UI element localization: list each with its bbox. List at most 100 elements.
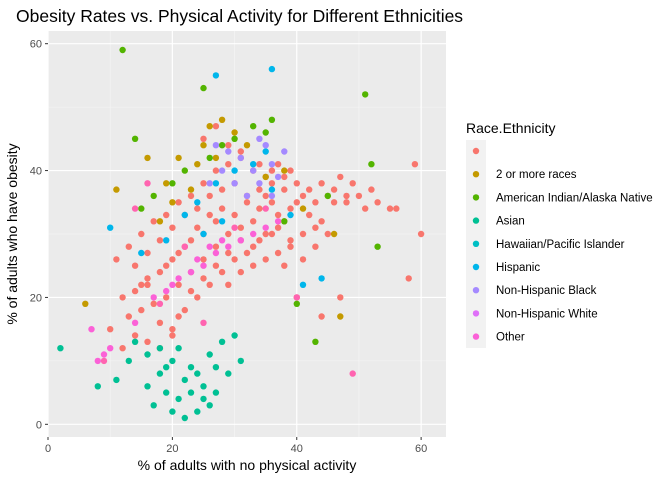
data-point: [256, 135, 263, 142]
data-point: [156, 345, 164, 352]
data-point: [119, 345, 126, 352]
data-point: [194, 224, 201, 231]
data-point: [306, 211, 313, 219]
data-point: [194, 199, 201, 206]
data-point: [212, 262, 220, 269]
data-point: [268, 199, 276, 206]
data-point: [169, 224, 176, 231]
y-tick-label: 20: [30, 292, 42, 304]
data-point: [362, 205, 369, 212]
data-point: [163, 287, 170, 295]
legend-key: [472, 147, 480, 155]
data-point: [330, 199, 338, 206]
data-point: [156, 370, 164, 377]
data-point: [100, 351, 108, 358]
data-point: [225, 161, 232, 168]
data-point: [293, 300, 300, 307]
x-tick-label: 0: [45, 443, 51, 455]
data-point: [349, 370, 356, 377]
data-point: [262, 256, 269, 263]
data-point: [206, 281, 213, 288]
data-point: [268, 230, 276, 238]
data-point: [200, 84, 207, 92]
data-point: [318, 313, 325, 320]
data-point: [187, 268, 195, 276]
data-point: [287, 167, 294, 174]
data-point: [256, 205, 263, 212]
data-point: [250, 161, 257, 168]
data-point: [386, 205, 394, 212]
data-point: [194, 370, 201, 377]
data-point: [200, 135, 207, 142]
data-point: [175, 395, 182, 403]
data-point: [218, 116, 226, 124]
data-point: [206, 243, 213, 250]
data-point: [287, 211, 294, 219]
data-point: [417, 230, 425, 238]
data-point: [131, 332, 139, 339]
data-point: [337, 313, 344, 320]
data-point: [262, 129, 269, 136]
data-point: [312, 338, 319, 345]
legend-label: Asian: [496, 216, 525, 228]
data-point: [324, 192, 331, 200]
data-point: [156, 218, 164, 225]
chart-title: Obesity Rates vs. Physical Activity for …: [16, 6, 463, 26]
data-point: [218, 338, 226, 345]
data-point: [237, 154, 244, 162]
x-axis-title: % of adults with no physical activity: [138, 457, 357, 473]
data-point: [131, 262, 139, 269]
data-point: [250, 218, 257, 225]
data-point: [150, 192, 157, 200]
data-point: [94, 383, 102, 390]
data-point: [262, 142, 269, 149]
data-point: [231, 211, 238, 219]
data-point: [200, 319, 207, 326]
data-point: [231, 180, 238, 187]
data-point: [150, 218, 157, 225]
data-point: [131, 319, 139, 326]
data-point: [125, 357, 132, 365]
legend-key: [472, 217, 480, 224]
data-point: [82, 300, 89, 307]
legend-key: [472, 263, 480, 271]
data-point: [262, 148, 269, 155]
data-point: [268, 192, 276, 200]
data-point: [169, 281, 176, 288]
data-point: [200, 395, 207, 403]
data-point: [330, 186, 338, 193]
x-tick-label: 40: [291, 443, 303, 455]
data-point: [318, 275, 325, 282]
data-point: [206, 402, 213, 409]
data-point: [312, 224, 319, 231]
data-point: [125, 243, 132, 250]
data-point: [250, 230, 257, 238]
data-point: [144, 180, 151, 187]
data-point: [330, 230, 338, 238]
data-point: [281, 186, 288, 193]
data-point: [312, 243, 319, 250]
data-point: [368, 161, 375, 168]
data-point: [299, 205, 307, 212]
data-point: [212, 364, 220, 371]
data-point: [218, 268, 226, 276]
data-point: [405, 275, 412, 282]
data-point: [107, 345, 114, 352]
data-point: [268, 186, 276, 193]
data-point: [175, 345, 182, 352]
data-point: [337, 173, 344, 181]
data-point: [138, 230, 145, 238]
data-point: [156, 268, 164, 276]
data-point: [88, 326, 95, 333]
data-point: [200, 256, 207, 263]
data-point: [256, 180, 263, 187]
data-point: [187, 186, 195, 193]
data-point: [218, 186, 226, 193]
y-tick-label: 40: [30, 166, 42, 178]
x-tick-label: 20: [166, 443, 178, 455]
data-point: [218, 218, 226, 225]
data-point: [175, 313, 182, 320]
data-point: [144, 249, 151, 257]
data-point: [293, 199, 300, 206]
